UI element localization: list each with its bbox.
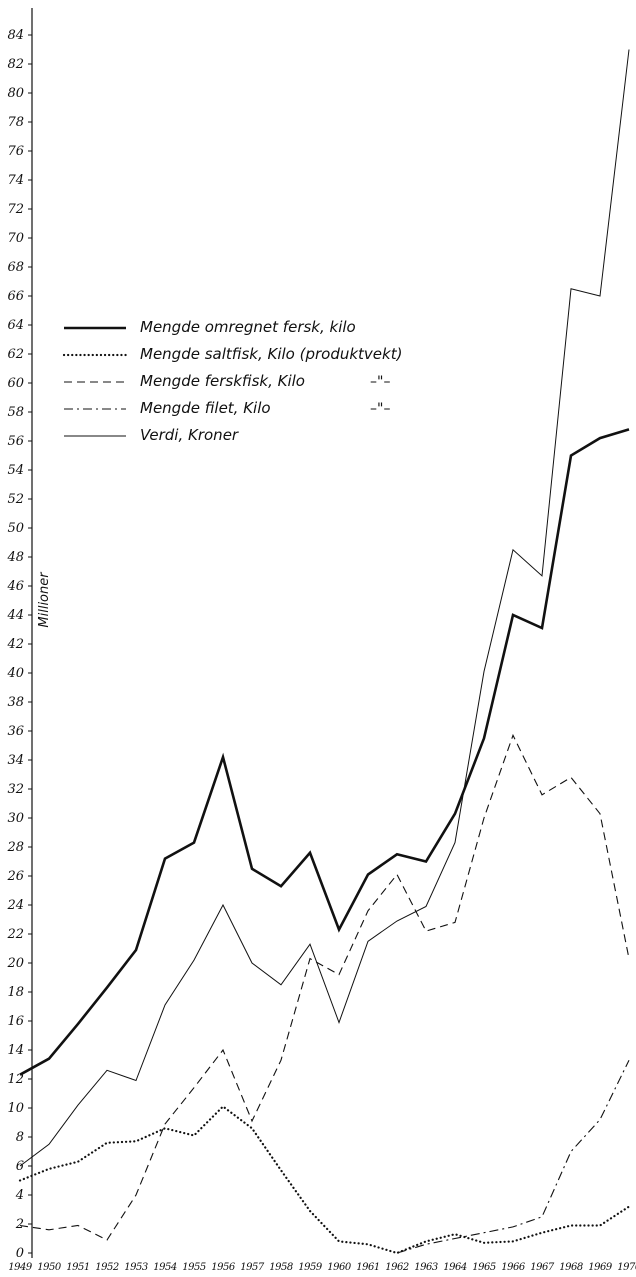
y-tick-label: 10	[7, 1101, 24, 1116]
y-tick-label: 68	[7, 260, 24, 275]
y-tick-label: 38	[7, 695, 24, 710]
y-tick-label: 58	[7, 405, 24, 420]
x-tick-label: 1968	[559, 1262, 583, 1273]
y-axis-label: Millioner	[37, 571, 52, 628]
x-tick-label: 1956	[211, 1262, 236, 1273]
x-tick-label: 1958	[269, 1262, 293, 1273]
x-tick-label: 1970	[617, 1262, 636, 1273]
y-tick-label: 22	[6, 927, 24, 942]
y-tick-label: 72	[7, 202, 24, 217]
legend-label: Mengde saltfisk, Kilo (produktvekt)	[140, 345, 402, 363]
y-tick-label: 2	[15, 1217, 24, 1232]
x-tick-label: 1963	[414, 1262, 438, 1273]
x-tick-label: 1961	[356, 1262, 379, 1273]
x-tick-label: 1966	[501, 1262, 526, 1273]
y-tick-label: 54	[7, 463, 24, 478]
y-tick-label: 24	[6, 898, 24, 913]
y-tick-label: 62	[7, 347, 24, 362]
x-tick-label: 1949	[8, 1262, 33, 1273]
y-tick-label: 80	[7, 86, 24, 101]
x-tick-label: 1954	[153, 1262, 177, 1273]
legend-label: Mengde omregnet fersk, kilo	[140, 318, 356, 336]
y-tick-label: 34	[7, 753, 24, 768]
y-tick-label: 0	[16, 1246, 24, 1261]
y-tick-label: 18	[7, 985, 24, 1000]
y-tick-label: 6	[16, 1159, 24, 1174]
y-tick-label: 64	[7, 318, 24, 333]
y-tick-label: 42	[6, 637, 24, 652]
x-tick-label: 1962	[385, 1262, 409, 1273]
y-tick-label: 46	[6, 579, 24, 594]
y-tick-label: 30	[7, 811, 24, 826]
y-tick-label: 50	[7, 521, 24, 536]
series-line-dotted	[18, 1105, 631, 1255]
y-tick-label: 40	[6, 666, 24, 681]
y-tick-label: 84	[7, 28, 24, 43]
legend-label: Mengde filet, Kilo	[140, 399, 271, 417]
y-tick-label: 36	[7, 724, 24, 739]
y-tick-label: 12	[7, 1072, 24, 1087]
x-tick-label: 1955	[182, 1262, 206, 1273]
x-tick-label: 1953	[124, 1262, 148, 1273]
series-line-dash-dot	[396, 1059, 630, 1254]
y-tick-label: 76	[7, 144, 24, 159]
x-tick-label: 1952	[95, 1262, 119, 1273]
y-tick-label: 78	[7, 115, 24, 130]
series-line-thick-solid	[19, 428, 630, 1076]
legend-note: –"–	[370, 374, 390, 390]
y-tick-label: 8	[16, 1130, 24, 1145]
y-tick-label: 52	[7, 492, 24, 507]
x-tick-label: 1969	[588, 1262, 613, 1273]
y-tick-label: 26	[6, 869, 24, 884]
y-tick-label: 56	[7, 434, 24, 449]
y-tick-label: 28	[6, 840, 24, 855]
legend-label: Mengde ferskfisk, Kilo	[140, 372, 305, 390]
x-tick-label: 1957	[240, 1262, 265, 1273]
y-tick-label: 66	[7, 289, 24, 304]
y-tick-label: 32	[7, 782, 24, 797]
y-tick-label: 16	[7, 1014, 24, 1029]
legend-note: –"–	[370, 401, 390, 417]
x-tick-label: 1950	[37, 1262, 62, 1273]
y-tick-label: 20	[6, 956, 24, 971]
x-tick-label: 1964	[443, 1262, 467, 1273]
series-line-dashed	[19, 733, 630, 1241]
y-tick-label: 44	[6, 608, 24, 623]
y-tick-label: 82	[7, 57, 24, 72]
x-tick-label: 1959	[298, 1262, 323, 1273]
x-tick-label: 1965	[472, 1262, 496, 1273]
y-tick-label: 70	[7, 231, 24, 246]
x-tick-label: 1960	[327, 1262, 352, 1273]
series-line-thin-solid	[19, 49, 630, 1167]
x-tick-label: 1951	[66, 1262, 89, 1273]
y-tick-label: 14	[7, 1043, 24, 1058]
y-tick-label: 60	[7, 376, 24, 391]
legend-label: Verdi, Kroner	[140, 426, 239, 444]
y-tick-label: 48	[6, 550, 24, 565]
y-tick-label: 74	[7, 173, 24, 188]
y-tick-label: 4	[15, 1188, 24, 1203]
x-tick-label: 1967	[530, 1262, 555, 1273]
